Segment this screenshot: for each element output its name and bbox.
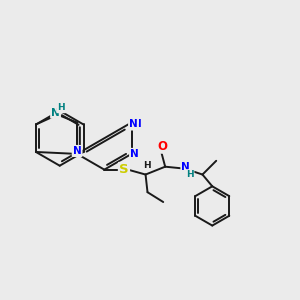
Text: N: N (130, 149, 139, 159)
Text: S: S (119, 163, 129, 176)
Text: N: N (182, 162, 190, 172)
Text: O: O (157, 140, 167, 153)
Text: H: H (58, 103, 65, 112)
Text: N: N (133, 119, 141, 130)
Text: N: N (73, 146, 82, 156)
Text: H: H (186, 170, 193, 179)
Text: N: N (130, 149, 139, 159)
Text: N: N (182, 162, 190, 172)
Text: S: S (119, 163, 129, 176)
Text: N: N (73, 146, 82, 156)
Text: H: H (58, 103, 65, 112)
Text: H: H (186, 170, 194, 179)
Text: H: H (143, 161, 150, 170)
Text: N: N (129, 119, 138, 130)
Text: N: N (51, 108, 60, 118)
Text: O: O (157, 140, 167, 153)
Text: N: N (51, 108, 60, 118)
Text: H: H (143, 161, 150, 170)
